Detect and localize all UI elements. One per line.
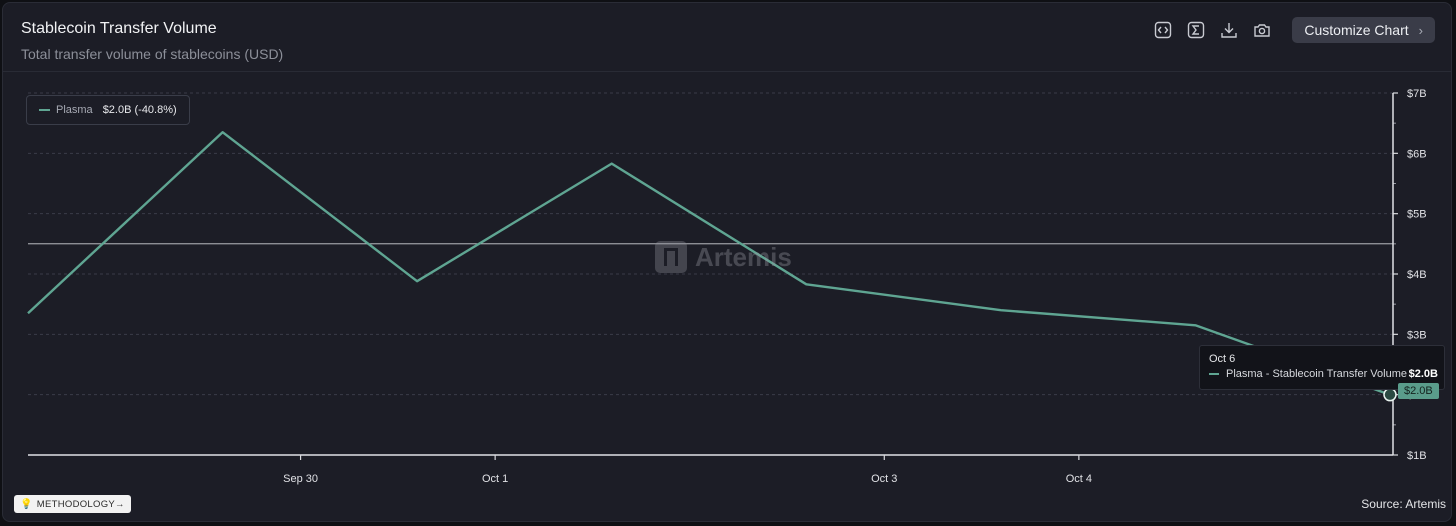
methodology-label: METHODOLOGY→: [36, 498, 125, 510]
tooltip-label: Plasma - Stablecoin Transfer Volume: [1226, 368, 1407, 380]
series-plasma: [27, 131, 1397, 402]
y-tick-label: $4B: [1407, 269, 1427, 281]
last-value-tag: $2.0B: [1398, 383, 1439, 399]
customize-chart-label: Customize Chart: [1304, 22, 1409, 38]
legend-summary: $2.0B (-40.8%): [102, 104, 177, 116]
grid-lines: [28, 92, 1393, 396]
y-tick-label: $3B: [1407, 329, 1427, 341]
tooltip-swatch: [1209, 373, 1219, 375]
sigma-icon[interactable]: [1185, 19, 1207, 41]
embed-icon[interactable]: [1152, 19, 1174, 41]
chart-toolbar: Customize Chart ›: [1152, 17, 1435, 43]
y-tick-label: $1B: [1407, 450, 1427, 462]
chart-subtitle: Total transfer volume of stablecoins (US…: [21, 46, 284, 62]
tooltip-value: $2.0B: [1408, 368, 1438, 380]
hover-tooltip: Oct 6 Plasma - Stablecoin Transfer Volum…: [1199, 345, 1445, 390]
x-tick-label: Oct 3: [871, 473, 897, 485]
tooltip-row: Plasma - Stablecoin Transfer Volume $2.0…: [1209, 368, 1438, 380]
customize-chart-button[interactable]: Customize Chart ›: [1292, 17, 1435, 43]
legend-series-name: Plasma: [56, 104, 93, 116]
download-icon[interactable]: [1218, 19, 1240, 41]
source-label: Source: Artemis: [1361, 497, 1446, 511]
y-tick-label: $5B: [1407, 209, 1427, 221]
x-tick-label: Sep 30: [283, 473, 318, 485]
chart-title: Stablecoin Transfer Volume: [21, 20, 217, 37]
camera-icon[interactable]: [1251, 19, 1273, 41]
x-tick-label: Oct 1: [482, 473, 508, 485]
hover-point-marker: [1383, 387, 1397, 402]
lightbulb-icon: 💡: [20, 498, 33, 510]
y-tick-label: $7B: [1407, 88, 1427, 100]
y-tick-label: $6B: [1407, 148, 1427, 160]
legend-swatch: [39, 109, 50, 111]
legend[interactable]: Plasma $2.0B (-40.8%): [26, 95, 190, 125]
tooltip-date: Oct 6: [1209, 353, 1236, 365]
methodology-button[interactable]: 💡 METHODOLOGY→: [14, 495, 131, 513]
chevron-right-icon: ›: [1418, 22, 1423, 38]
x-tick-label: Oct 4: [1066, 473, 1092, 485]
series-line-plasma: [27, 131, 1391, 396]
header-divider: [3, 71, 1451, 72]
